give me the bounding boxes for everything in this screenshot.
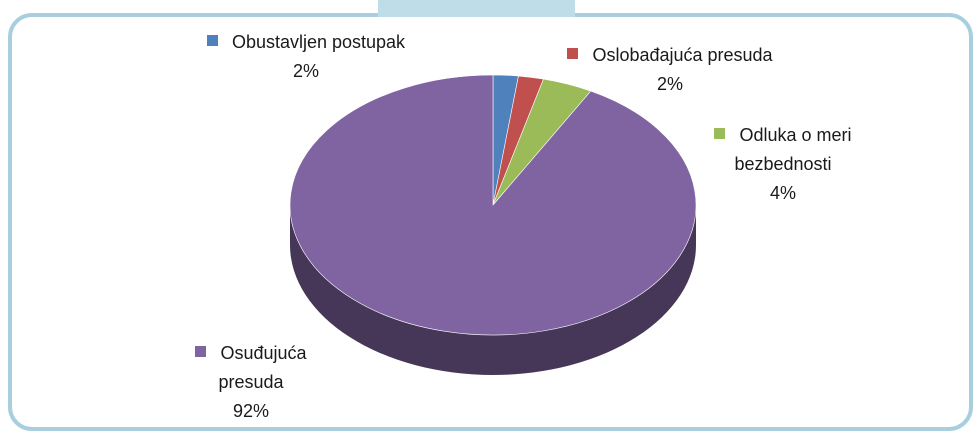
data-label: Obustavljen postupak 2% [176, 28, 436, 86]
value-label: 2% [656, 74, 683, 94]
category-name: Oslobađajuća presuda [592, 45, 773, 65]
value-label: 2% [292, 61, 319, 81]
category-name: Odluka o meri bezbednosti [734, 125, 852, 174]
data-label: Osuđujuća presuda 92% [176, 339, 326, 426]
pie-slice [289, 74, 697, 336]
value-label: 4% [769, 183, 796, 203]
legend-swatch [206, 35, 218, 46]
legend-swatch [714, 128, 726, 139]
pie-slice-side [290, 205, 696, 375]
category-name: Obustavljen postupak [231, 32, 406, 52]
category-name: Osuđujuća presuda [218, 343, 307, 392]
legend-swatch [567, 48, 579, 59]
value-label: 92% [232, 401, 270, 421]
title-tab [378, 0, 575, 17]
data-label: Odluka o meri bezbednosti 4% [688, 121, 878, 208]
legend-swatch [195, 346, 207, 357]
pie [289, 74, 697, 375]
data-label: Oslobađajuća presuda 2% [540, 41, 800, 99]
